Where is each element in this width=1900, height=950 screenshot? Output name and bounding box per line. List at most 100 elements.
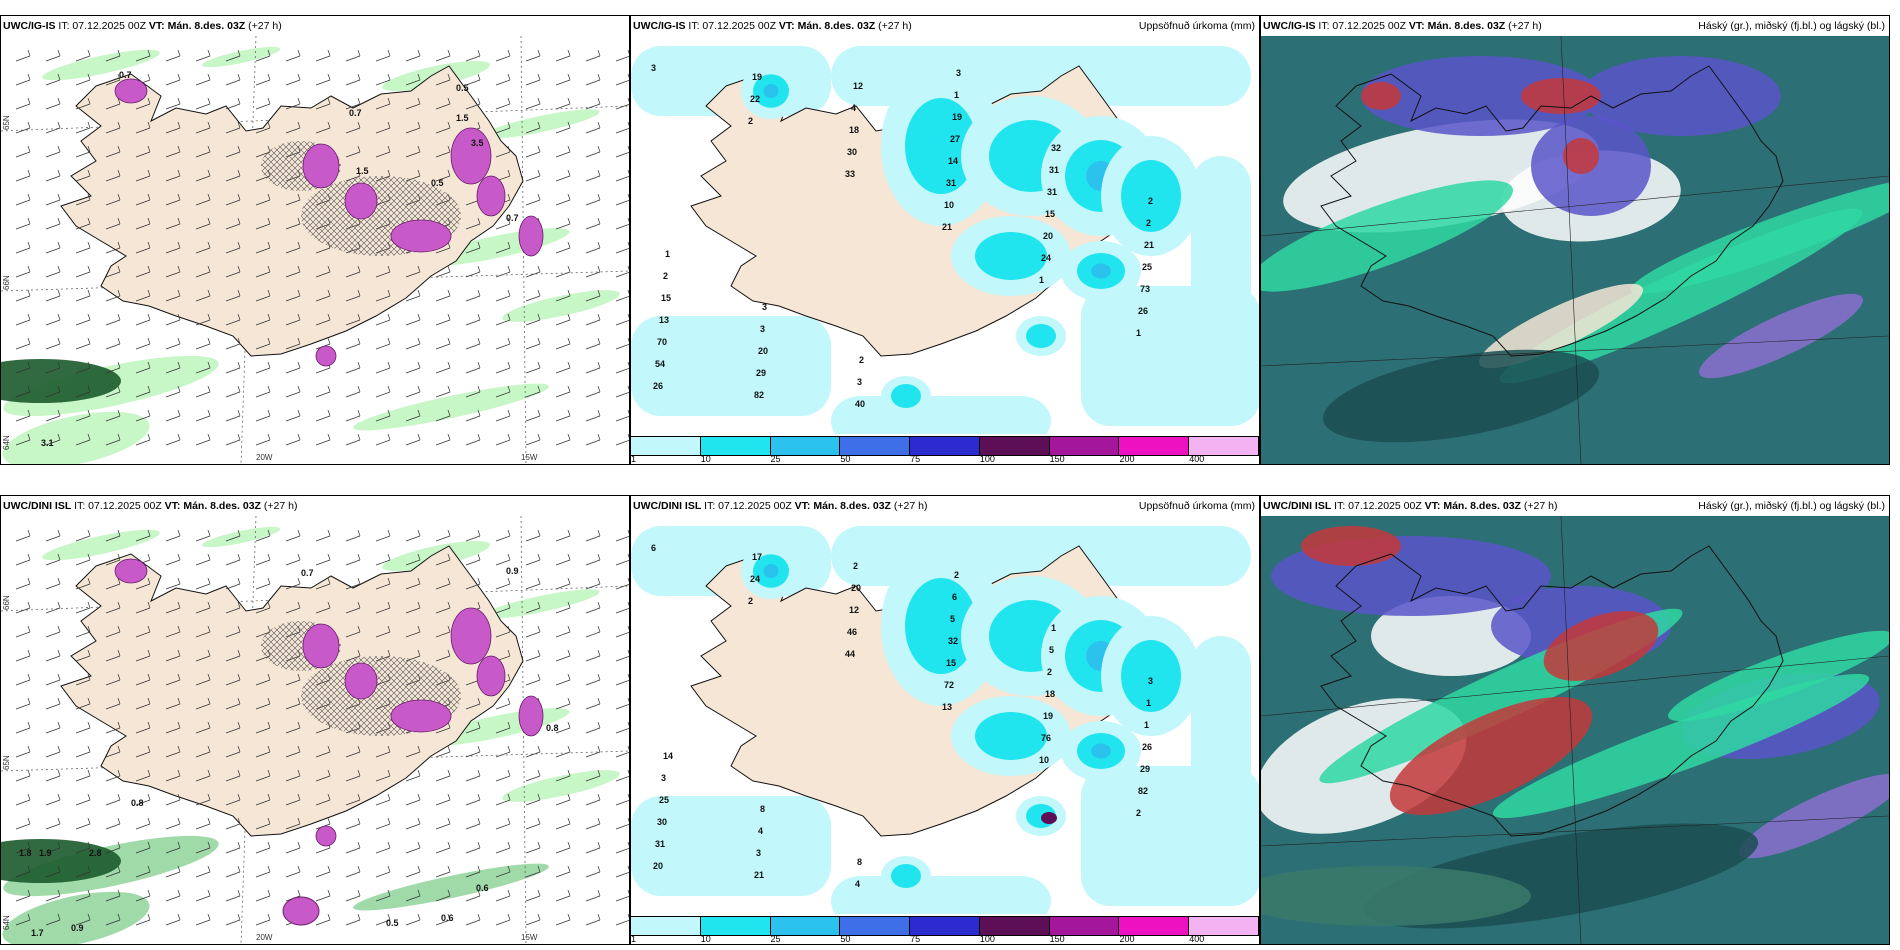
wind-barb bbox=[195, 385, 211, 398]
wind-barb bbox=[225, 169, 241, 182]
wind-barb bbox=[75, 169, 91, 182]
wind-barb bbox=[15, 865, 31, 878]
wind-barb bbox=[315, 409, 331, 422]
wind-barb bbox=[45, 601, 61, 614]
wind-barb bbox=[525, 601, 541, 614]
wind-barb bbox=[75, 745, 91, 758]
wind-barb bbox=[495, 289, 511, 302]
valid-time: VT: Mán. 8.des. 03Z bbox=[1408, 20, 1506, 32]
wind-barb bbox=[435, 793, 451, 806]
wind-barb bbox=[255, 601, 271, 614]
init-time: IT: 07.12.2025 00Z bbox=[74, 500, 162, 512]
wind-barb bbox=[255, 769, 271, 782]
colorbar-label: 75 bbox=[910, 454, 921, 464]
strong-wind-area bbox=[1, 359, 121, 403]
wind-barb bbox=[255, 673, 271, 686]
wind-barb bbox=[15, 97, 31, 110]
wind-barb bbox=[375, 313, 391, 326]
wind-barb bbox=[255, 697, 271, 710]
init-time: IT: 07.12.2025 00Z bbox=[1318, 20, 1406, 32]
wind-barb bbox=[375, 73, 391, 86]
wind-barb bbox=[15, 385, 31, 398]
lead-time: (+27 h) bbox=[263, 500, 298, 512]
wind-barb bbox=[315, 913, 331, 926]
wind-barb bbox=[225, 769, 241, 782]
wind-barb bbox=[465, 721, 481, 734]
wind-barb bbox=[435, 169, 451, 182]
wind-barb bbox=[105, 49, 121, 62]
precip-core bbox=[1026, 324, 1056, 348]
wind-barb bbox=[15, 649, 31, 662]
precip-blob bbox=[114, 78, 148, 104]
graticule bbox=[1560, 36, 1582, 464]
wind-barb bbox=[345, 49, 361, 62]
wind-barb bbox=[615, 601, 629, 614]
precip-value-label: 25 bbox=[659, 795, 669, 805]
colorbar-label: 100 bbox=[979, 454, 995, 464]
wind-barb bbox=[405, 121, 421, 134]
wind-barb bbox=[465, 337, 481, 350]
wind-barb bbox=[165, 697, 181, 710]
wind-barb bbox=[105, 313, 121, 326]
wind-barb bbox=[555, 289, 571, 302]
wind-barb bbox=[15, 49, 31, 62]
wind-barb bbox=[105, 145, 121, 158]
precip-value-label: 73 bbox=[1140, 284, 1150, 294]
wind-barb bbox=[75, 313, 91, 326]
wind-barb bbox=[285, 121, 301, 134]
wind-barb bbox=[435, 289, 451, 302]
wind-barb bbox=[375, 145, 391, 158]
wind-barb bbox=[195, 745, 211, 758]
precip-core bbox=[891, 384, 921, 408]
wind-barb bbox=[285, 601, 301, 614]
wind-barb bbox=[585, 265, 601, 278]
wind-barb bbox=[255, 745, 271, 758]
panel-header: UWC/IG-IS IT: 07.12.2025 00Z VT: Mán. 8.… bbox=[631, 16, 1259, 36]
wind-barb bbox=[405, 625, 421, 638]
wind-barb bbox=[75, 577, 91, 590]
wind-barb bbox=[15, 577, 31, 590]
wind-barb bbox=[105, 73, 121, 86]
wind-barb bbox=[615, 409, 629, 422]
wind-barb bbox=[45, 769, 61, 782]
wind-barb bbox=[195, 265, 211, 278]
wind-barb bbox=[45, 385, 61, 398]
precip-value-label: 31 bbox=[1047, 187, 1057, 197]
wind-barb bbox=[225, 841, 241, 854]
wind-barb bbox=[195, 193, 211, 206]
cloud-layer bbox=[1361, 82, 1401, 110]
wind-barb bbox=[525, 625, 541, 638]
wind-barb bbox=[345, 865, 361, 878]
wind-barb bbox=[405, 49, 421, 62]
precip-value-label: 15 bbox=[1045, 209, 1055, 219]
wind-barb bbox=[75, 841, 91, 854]
wind-barb bbox=[525, 817, 541, 830]
wind-barb bbox=[405, 817, 421, 830]
light-precip-area bbox=[631, 796, 831, 896]
wind-barb bbox=[15, 265, 31, 278]
wind-barb bbox=[255, 433, 271, 446]
wind-value-label: 0.5 bbox=[386, 918, 399, 928]
wind-barb bbox=[465, 817, 481, 830]
wind-barb bbox=[255, 817, 271, 830]
precip-value-label: 2 bbox=[663, 271, 668, 281]
wind-barb bbox=[105, 601, 121, 614]
wind-barb bbox=[555, 313, 571, 326]
latitude-label: 66N bbox=[2, 275, 11, 290]
wind-barb bbox=[135, 385, 151, 398]
wind-barb bbox=[165, 49, 181, 62]
cloud-layer bbox=[1322, 349, 1600, 443]
precip-value-label: 18 bbox=[1045, 689, 1055, 699]
wind-barb bbox=[405, 385, 421, 398]
wind-barb bbox=[285, 697, 301, 710]
wind-barb bbox=[165, 817, 181, 830]
wind-barb bbox=[45, 289, 61, 302]
precip-blob bbox=[390, 699, 452, 733]
wind-barb bbox=[105, 385, 121, 398]
wind-barb bbox=[75, 73, 91, 86]
panel-header: UWC/DINI ISL IT: 07.12.2025 00Z VT: Mán.… bbox=[1, 496, 629, 516]
cloud-layer bbox=[1301, 526, 1401, 566]
colorbar-swatch bbox=[700, 437, 771, 455]
precip-value-label: 1 bbox=[1136, 328, 1141, 338]
wind-barb bbox=[195, 313, 211, 326]
